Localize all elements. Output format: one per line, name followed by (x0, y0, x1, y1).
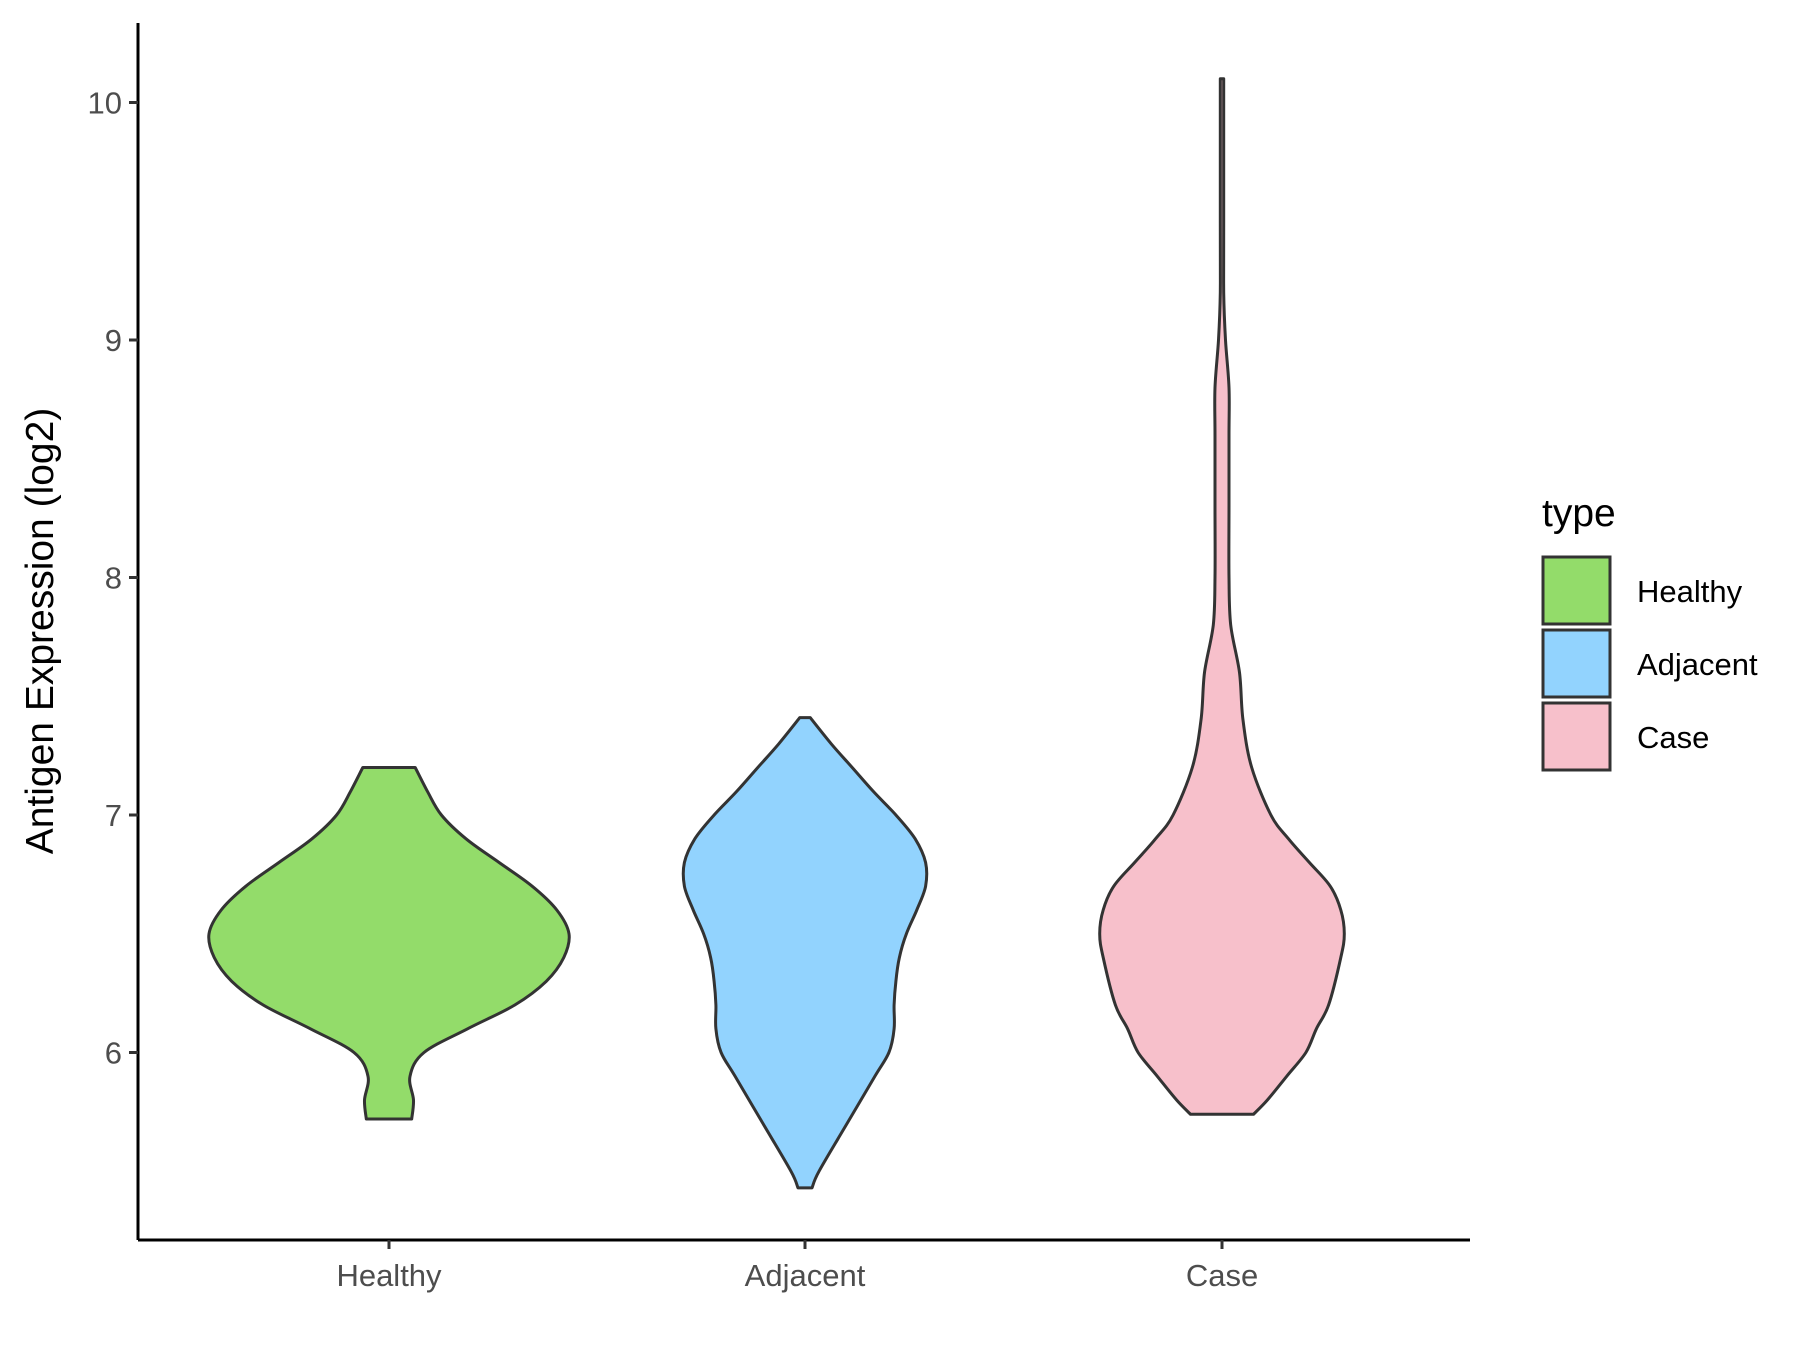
legend-key-case (1541, 701, 1612, 772)
legend: Healthy Adjacent Case (1541, 555, 1758, 772)
x-tick-label: Healthy (336, 1258, 442, 1293)
x-tick-label: Adjacent (745, 1258, 866, 1293)
y-tick-label: 10 (88, 86, 122, 121)
x-axis-ticks: Healthy Adjacent Case (336, 1240, 1258, 1293)
y-axis-ticks: 6 7 8 9 10 (88, 86, 138, 1071)
legend-label-adjacent: Adjacent (1637, 647, 1758, 682)
y-tick-label: 7 (105, 798, 122, 833)
legend-label-case: Case (1637, 720, 1709, 755)
violin-adjacent (681, 716, 929, 1190)
y-tick-label: 9 (105, 323, 122, 358)
violin-healthy (207, 766, 571, 1121)
legend-title: type (1542, 492, 1616, 535)
y-axis-title: Antigen Expression (log2) (19, 408, 62, 855)
y-tick-label: 6 (105, 1036, 122, 1071)
violin-layer (207, 77, 1346, 1190)
y-tick-label: 8 (105, 561, 122, 596)
x-tick-label: Case (1186, 1258, 1258, 1293)
legend-label-healthy: Healthy (1637, 574, 1743, 609)
legend-key-healthy (1541, 555, 1612, 626)
violin-case (1098, 77, 1346, 1116)
legend-key-adjacent (1541, 628, 1612, 699)
